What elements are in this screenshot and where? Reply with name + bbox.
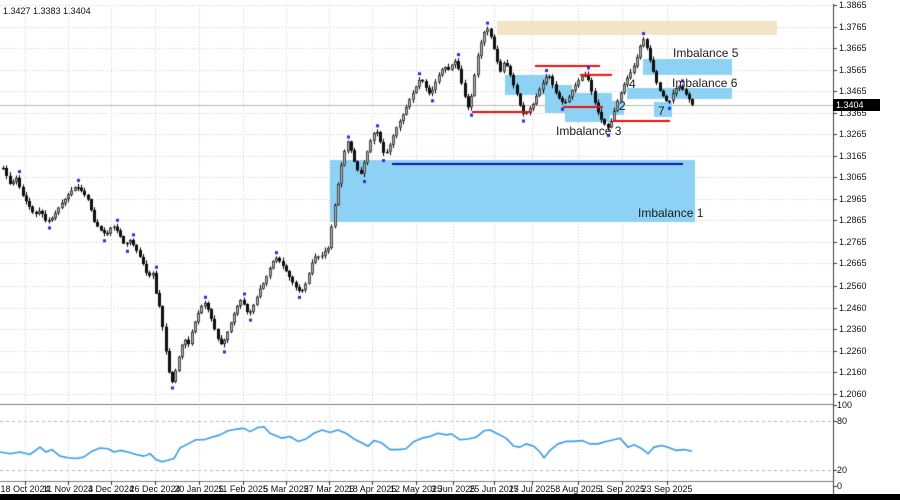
date-tick-label: 11 Nov 2024 xyxy=(42,484,94,494)
price-tick-label: 1.3565 xyxy=(839,65,867,75)
price-tick-label: 1.3765 xyxy=(839,22,867,32)
date-tick-label: 17 Jul 2025 xyxy=(508,484,556,494)
imbalance-label: 4 xyxy=(629,77,636,91)
indicator-level-label: 20 xyxy=(837,465,848,475)
date-tick-label: 27 Mar 2025 xyxy=(303,484,355,494)
price-tick-label: 1.3665 xyxy=(839,43,867,53)
date-tick-label: 3 Jun 2025 xyxy=(430,484,476,494)
date-tick-label: 20 Jan 2025 xyxy=(174,484,224,494)
date-tick-label: 25 Jun 2025 xyxy=(469,484,519,494)
date-tick-label: 3 Dec 2024 xyxy=(87,484,135,494)
date-tick-label: 18 Oct 2024 xyxy=(0,484,50,494)
imbalance-label: Imbalance 1 xyxy=(638,206,704,220)
price-tick-label: 1.2765 xyxy=(839,237,867,247)
price-tick-label: 1.2560 xyxy=(839,281,867,291)
date-tick-label: 8 Aug 2025 xyxy=(555,484,601,494)
price-tick-label: 1.3165 xyxy=(839,151,867,161)
date-tick-label: 23 Sep 2025 xyxy=(641,484,693,494)
imbalance-label: 7 xyxy=(658,104,665,118)
imbalance-label: Imbalance 3 xyxy=(556,124,622,138)
date-tick-label: 11 Feb 2025 xyxy=(218,484,268,494)
indicator-level-label: 100 xyxy=(837,400,853,410)
indicator-level-label: 0 xyxy=(837,481,843,491)
date-tick-label: 5 Mar 2025 xyxy=(263,484,309,494)
price-tick-label: 1.3265 xyxy=(839,129,867,139)
date-tick-label: 26 Dec 2024 xyxy=(129,484,181,494)
current-price-tag: 1.3404 xyxy=(833,99,880,111)
price-tick-label: 1.2160 xyxy=(839,367,867,377)
imbalance-label: 2 xyxy=(619,99,626,113)
price-tick-label: 1.2665 xyxy=(839,258,867,268)
price-tick-label: 1.2360 xyxy=(839,324,867,334)
date-tick-label: 18 Apr 2025 xyxy=(347,484,397,494)
price-tick-label: 1.2865 xyxy=(839,215,867,225)
price-tick-label: 1.3465 xyxy=(839,86,867,96)
price-tick-label: 1.2460 xyxy=(839,303,867,313)
price-tick-label: 1.3865 xyxy=(839,0,867,10)
price-tick-label: 1.3065 xyxy=(839,172,867,182)
current-price-value: 1.3404 xyxy=(836,100,864,110)
imbalance-label: Imbalance 6 xyxy=(672,76,738,90)
price-tick-label: 1.2060 xyxy=(839,389,867,399)
date-tick-label: 1 Sep 2025 xyxy=(598,484,646,494)
indicator-level-label: 80 xyxy=(837,416,848,426)
date-tick-label: 12 May 2025 xyxy=(389,484,443,494)
price-tick-label: 1.2260 xyxy=(839,346,867,356)
price-tick-label: 1.2965 xyxy=(839,194,867,204)
imbalance-label: Imbalance 5 xyxy=(673,46,739,60)
window-bottom-bar xyxy=(0,494,900,500)
ohlc-readout: 1.3427 1.3383 1.3404 xyxy=(3,6,91,16)
price-tick-label: 1.3365 xyxy=(839,108,867,118)
